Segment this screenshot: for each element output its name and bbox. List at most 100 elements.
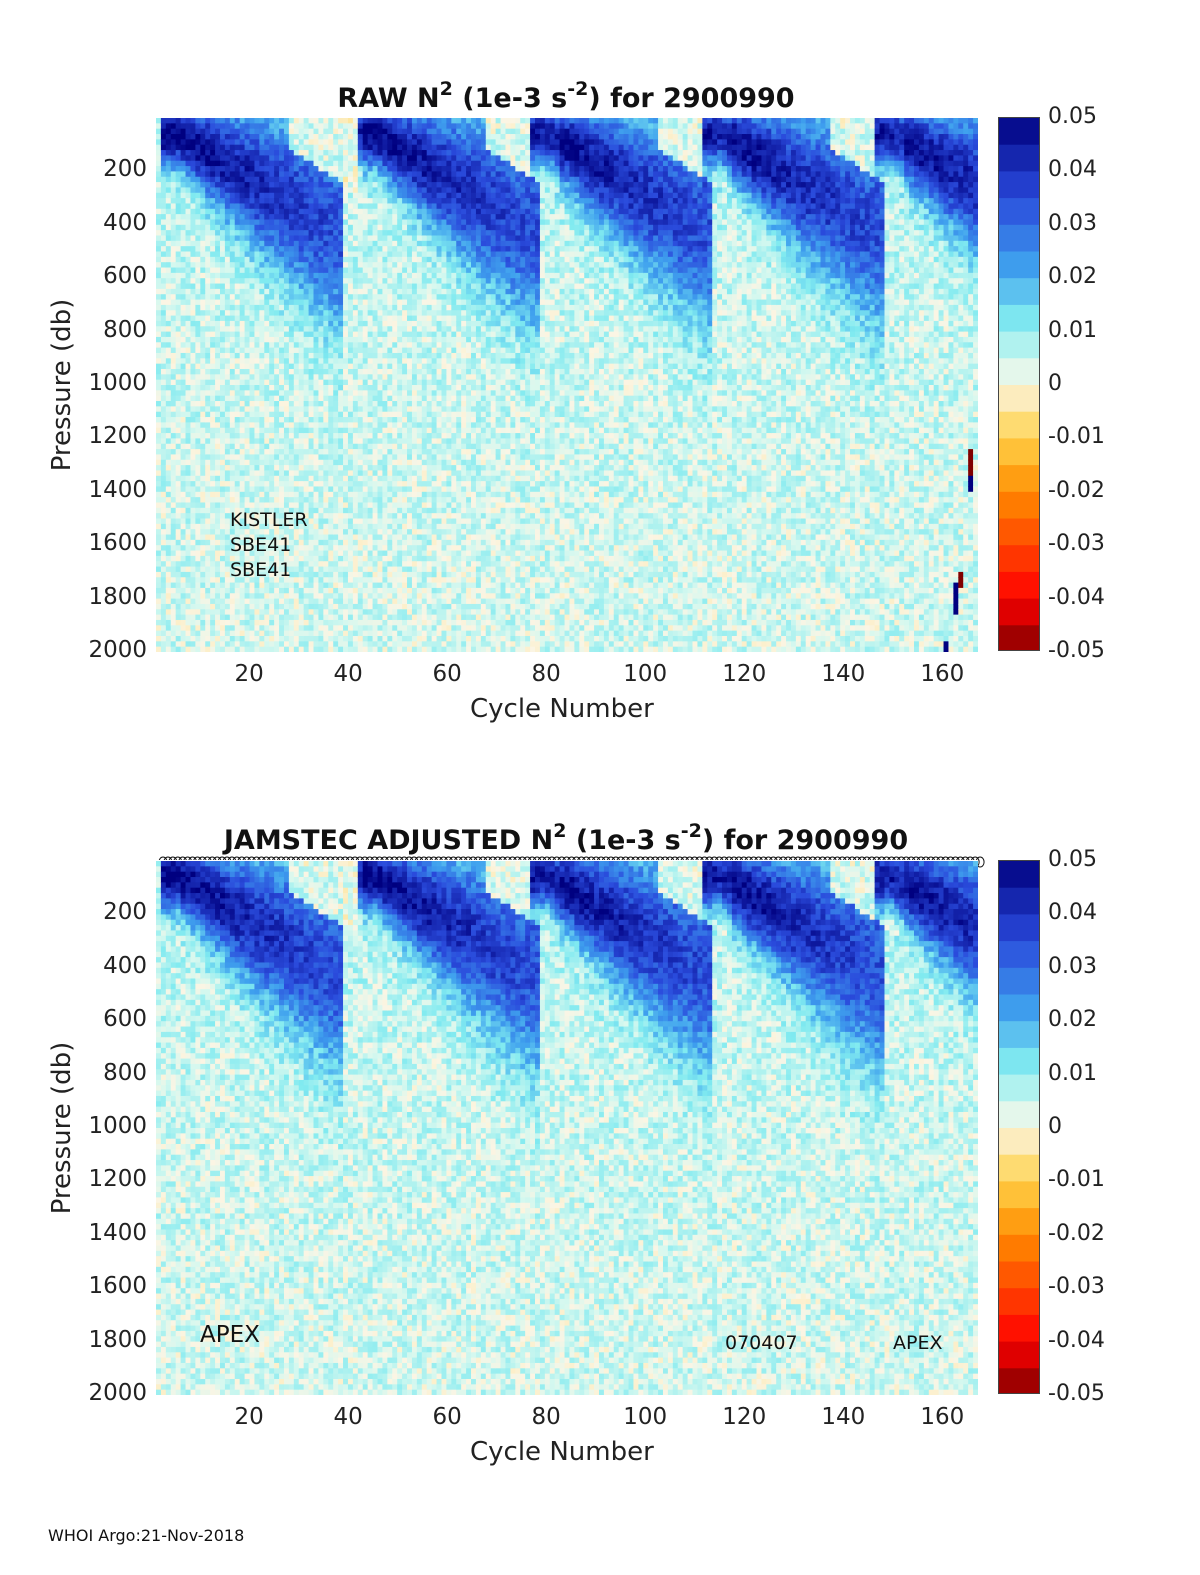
heatmap-cell [195,491,201,498]
heatmap-cell [357,203,364,210]
heatmap-cell [328,481,334,488]
heatmap-cell [249,150,256,156]
heatmap-cell [362,374,369,381]
heatmap-cell [175,566,182,573]
heatmap-cell [185,363,192,370]
heatmap-cell [392,529,398,536]
heatmap-cell [323,550,329,557]
heatmap-cell [269,155,275,162]
heatmap-cell [357,230,364,237]
heatmap-cell [229,150,236,156]
heatmap-cell [195,379,201,386]
heatmap-cell [274,587,280,594]
heatmap-cell [229,352,236,359]
heatmap-cell [298,352,305,359]
heatmap-cell [328,176,334,183]
heatmap-cell [362,272,369,279]
heatmap-cell [338,486,344,493]
heatmap-cell [239,465,246,472]
heatmap-cell [210,347,216,354]
heatmap-cell [264,278,270,285]
heatmap-cell [180,603,187,610]
heatmap-cell [347,593,354,600]
heatmap-cell [195,144,201,151]
heatmap-cell [279,534,285,541]
heatmap-cell [254,123,260,130]
heatmap-cell [323,561,329,568]
heatmap-cell [288,118,295,124]
heatmap-cell [239,491,246,498]
heatmap-cell [333,609,339,616]
heatmap-cell [254,294,260,301]
heatmap-cell [318,283,324,290]
heatmap-cell [279,513,285,520]
heatmap-cell [298,603,305,610]
heatmap-cell [279,214,285,221]
heatmap-cell [269,507,275,514]
heatmap-cell [392,315,398,322]
heatmap-cell [269,481,275,488]
heatmap-cell [372,497,379,504]
heatmap-cell [392,571,398,578]
heatmap-cell [190,539,196,546]
heatmap-cell [190,598,196,605]
heatmap-cell [200,182,206,189]
heatmap-cell [313,182,320,189]
heatmap-cell [210,192,216,199]
heatmap-cell [343,203,349,210]
heatmap-cell [185,603,192,610]
heatmap-cell [249,529,256,536]
heatmap-cell [382,182,388,189]
heatmap-cell [156,523,162,530]
heatmap-cell [308,123,315,130]
heatmap-cell [382,310,388,317]
heatmap-cell [170,390,177,397]
heatmap-cell [254,539,260,546]
heatmap-cell [239,619,246,626]
heatmap-cell [303,619,310,626]
heatmap-cell [313,603,320,610]
heatmap-cell [244,198,251,205]
heatmap-cell [293,587,300,594]
heatmap-cell [264,545,270,552]
heatmap-cell [303,427,310,434]
heatmap-cell [288,518,295,525]
heatmap-cell [333,502,339,509]
heatmap-cell [392,320,398,327]
heatmap-cell [249,352,256,359]
heatmap-cell [333,443,339,450]
heatmap-cell [372,272,379,279]
heatmap-cell [343,561,349,568]
heatmap-cell [392,368,398,375]
heatmap-cell [308,176,315,183]
heatmap-cell [279,491,285,498]
heatmap-cell [180,619,187,626]
heatmap-cell [175,128,182,135]
heatmap-cell [392,272,398,279]
heatmap-cell [215,326,221,333]
heatmap-cell [318,577,324,584]
heatmap-cell [397,379,403,386]
heatmap-cell [200,593,206,600]
heatmap-cell [185,486,192,493]
heatmap-cell [249,459,256,466]
heatmap-cell [303,486,310,493]
heatmap-cell [352,336,359,343]
heatmap-cell [387,635,393,642]
heatmap-cell [347,443,354,450]
heatmap-cell [254,283,260,290]
heatmap-cell [308,299,315,306]
heatmap-cell [397,587,403,594]
heatmap-cell [156,288,162,295]
heatmap-cell [328,534,334,541]
heatmap-cell [333,470,339,477]
heatmap-cell [160,198,167,205]
heatmap-cell [347,155,354,162]
heatmap-cell [333,374,339,381]
heatmap-cell [362,224,369,231]
heatmap-cell [254,251,260,258]
heatmap-cell [249,203,256,210]
heatmap-cell [170,230,177,237]
heatmap-cell [239,561,246,568]
heatmap-cell [244,150,251,156]
